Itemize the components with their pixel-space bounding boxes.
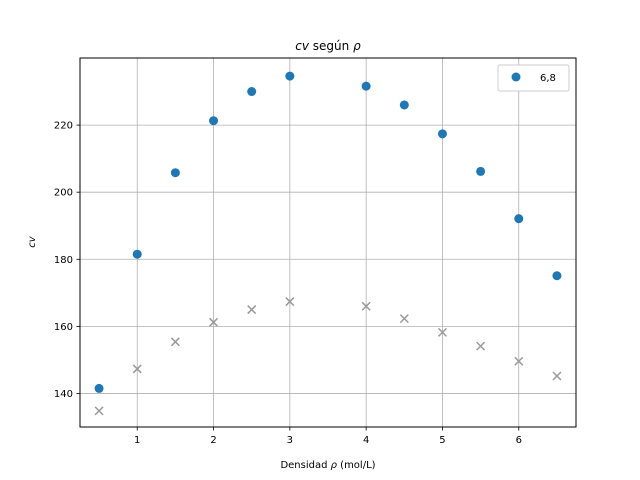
y-axis-label: cv	[27, 235, 38, 247]
data-point-circle	[514, 214, 524, 224]
data-point-x	[94, 406, 104, 416]
data-point-circle	[209, 116, 219, 126]
data-point-x-stroke	[94, 406, 104, 416]
data-point-x	[552, 371, 562, 381]
x-tick-label: 2	[210, 435, 216, 446]
data-point-x	[514, 356, 524, 366]
data-point-x	[437, 327, 447, 337]
data-point-x-stroke	[476, 341, 486, 351]
legend: 6,8	[497, 64, 570, 92]
chart-title-text: según	[309, 39, 353, 53]
x-tick-label: 3	[287, 435, 293, 446]
y-tick-label: 220	[54, 121, 73, 132]
data-point-circle	[94, 383, 104, 393]
data-point-x	[476, 341, 486, 351]
data-point-x	[132, 364, 142, 374]
data-point-x-stroke	[399, 314, 409, 324]
y-tick-label: 200	[54, 188, 73, 199]
data-point-x-stroke	[247, 305, 257, 315]
data-point-x-stroke	[285, 297, 295, 307]
data-point-x-stroke	[437, 327, 447, 337]
data-point-x	[170, 337, 180, 347]
data-point-circle	[399, 100, 409, 110]
y-tick-label: 140	[54, 389, 73, 400]
y-tick-label: 180	[54, 255, 73, 266]
y-axis-ticks: 140 160 180 200 220	[54, 121, 80, 400]
legend-box	[497, 64, 570, 92]
data-point-x-stroke	[132, 364, 142, 374]
x-tick-label: 4	[363, 435, 369, 446]
data-point-x-stroke	[209, 317, 219, 327]
data-point-x-stroke	[514, 356, 524, 366]
data-point-circle	[285, 71, 295, 81]
grid-lines	[80, 58, 576, 427]
y-tick-label: 160	[54, 322, 73, 333]
data-point-circle	[247, 87, 257, 97]
legend-marker	[511, 72, 521, 82]
data-point-x-stroke	[170, 337, 180, 347]
chart-title-rho: ρ	[353, 39, 361, 53]
data-marks	[94, 71, 562, 416]
data-point-x	[285, 297, 295, 307]
x-tick-label: 6	[516, 435, 522, 446]
x-axis-label-suffix: (mol/L)	[337, 460, 376, 471]
data-point-x	[209, 317, 219, 327]
x-tick-label: 1	[134, 435, 140, 446]
data-point-x	[361, 301, 371, 311]
data-point-circle	[170, 168, 180, 178]
x-axis-label-prefix: Densidad	[280, 460, 330, 471]
chart-title: cv según ρ	[295, 39, 361, 53]
data-point-circle	[361, 81, 371, 91]
data-point-circle	[476, 166, 486, 176]
data-point-circle	[132, 249, 142, 259]
x-tick-label: 5	[439, 435, 445, 446]
chart-title-math: cv	[295, 39, 310, 53]
data-point-x-stroke	[552, 371, 562, 381]
data-point-circle	[552, 271, 562, 281]
data-point-circle	[437, 129, 447, 139]
data-point-x-stroke	[361, 301, 371, 311]
x-axis-ticks: 1 2 3 4 5 6	[134, 427, 522, 446]
legend-label: 6,8	[540, 73, 556, 84]
data-point-x	[399, 314, 409, 324]
x-axis-label: Densidad ρ (mol/L)	[280, 460, 375, 471]
plot-frame	[79, 57, 577, 428]
data-point-x	[247, 305, 257, 315]
x-axis-label-rho: ρ	[331, 460, 338, 471]
